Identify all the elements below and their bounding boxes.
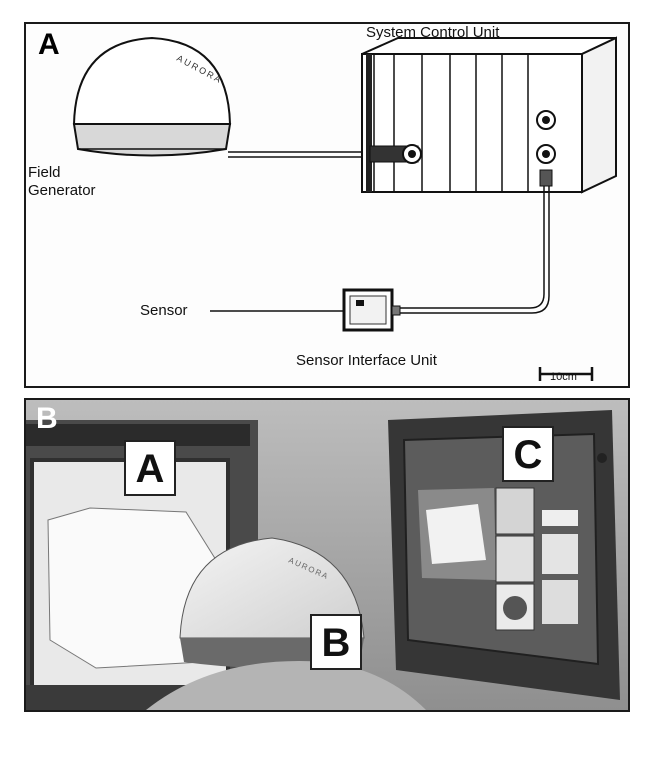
scale-bar-label: 10cm <box>550 371 577 383</box>
panel-b-photo: AURORA B A B C <box>24 398 630 712</box>
generator-cable <box>228 151 374 158</box>
schematic-drawing: AURORA <box>72 36 617 381</box>
photo-label-b: B <box>310 614 362 670</box>
system-control-unit-device <box>361 36 617 194</box>
sensor-interface-unit-device <box>342 288 401 332</box>
sensor-interface-unit-label: Sensor Interface Unit <box>296 352 437 369</box>
interface-cable <box>398 186 550 314</box>
system-control-unit-label: System Control Unit <box>366 24 500 41</box>
right-monitor <box>388 410 620 700</box>
photo-label-a: A <box>124 440 176 496</box>
panel-a-schematic: AURORA <box>24 22 630 388</box>
photo-label-c: C <box>502 426 554 482</box>
scale-bar <box>538 367 594 381</box>
panel-b-letter: B <box>36 402 58 435</box>
left-monitor <box>26 420 258 710</box>
field-generator-label: Field Generator <box>28 164 96 199</box>
sensor-label: Sensor <box>140 302 188 319</box>
field-generator-device: AURORA <box>72 36 232 157</box>
panel-a-letter: A <box>38 28 60 61</box>
